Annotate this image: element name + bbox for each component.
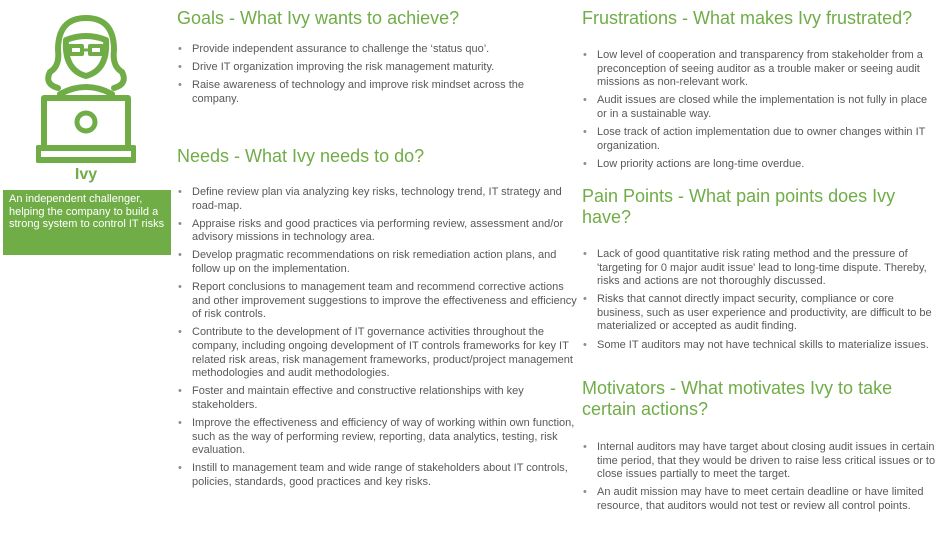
frustrations-section: Frustrations - What makes Ivy frustrated… — [582, 8, 938, 176]
list-item: An audit mission may have to meet certai… — [582, 486, 938, 513]
frustrations-title: Frustrations - What makes Ivy frustrated… — [582, 8, 913, 28]
list-item: Risks that cannot directly impact securi… — [582, 293, 938, 334]
pain-points-list: Lack of good quantitative risk rating me… — [582, 248, 938, 352]
goals-title: Goals - What Ivy wants to achieve? — [177, 8, 460, 28]
list-item: Raise awareness of technology and improv… — [177, 79, 572, 106]
list-item: Provide independent assurance to challen… — [177, 43, 572, 57]
list-item: Define review plan via analyzing key ris… — [177, 186, 577, 213]
list-item: Lose track of action implementation due … — [582, 126, 938, 153]
motivators-section: Motivators - What motivates Ivy to take … — [582, 378, 938, 518]
list-item: Appraise risks and good practices via pe… — [177, 218, 577, 245]
list-item: Instill to management team and wide rang… — [177, 462, 577, 489]
needs-list: Define review plan via analyzing key ris… — [177, 186, 577, 489]
goals-section: Goals - What Ivy wants to achieve? Provi… — [177, 8, 572, 111]
pain-points-section: Pain Points - What pain points does Ivy … — [582, 186, 938, 357]
persona-name: Ivy — [74, 166, 98, 183]
motivators-title: Motivators - What motivates Ivy to take … — [582, 378, 893, 419]
list-item: Drive IT organization improving the risk… — [177, 61, 572, 75]
motivators-list: Internal auditors may have target about … — [582, 441, 938, 513]
list-item: Foster and maintain effective and constr… — [177, 385, 577, 412]
list-item: Low priority actions are long-time overd… — [582, 158, 938, 172]
goals-list: Provide independent assurance to challen… — [177, 43, 572, 106]
list-item: Internal auditors may have target about … — [582, 441, 938, 482]
list-item: Low level of cooperation and transparenc… — [582, 49, 938, 90]
list-item: Improve the effectiveness and efficiency… — [177, 417, 577, 458]
person-with-laptop-icon — [35, 10, 137, 165]
list-item: Some IT auditors may not have technical … — [582, 339, 938, 353]
needs-title: Needs - What Ivy needs to do? — [177, 146, 425, 166]
pain-points-title: Pain Points - What pain points does Ivy … — [582, 186, 896, 227]
persona-description: An independent challenger, helping the c… — [3, 190, 171, 255]
list-item: Contribute to the development of IT gove… — [177, 326, 577, 380]
list-item: Develop pragmatic recommendations on ris… — [177, 249, 577, 276]
list-item: Lack of good quantitative risk rating me… — [582, 248, 938, 289]
needs-section: Needs - What Ivy needs to do? Define rev… — [177, 146, 577, 494]
list-item: Audit issues are closed while the implem… — [582, 94, 938, 121]
list-item: Report conclusions to management team an… — [177, 281, 577, 322]
frustrations-list: Low level of cooperation and transparenc… — [582, 49, 938, 171]
